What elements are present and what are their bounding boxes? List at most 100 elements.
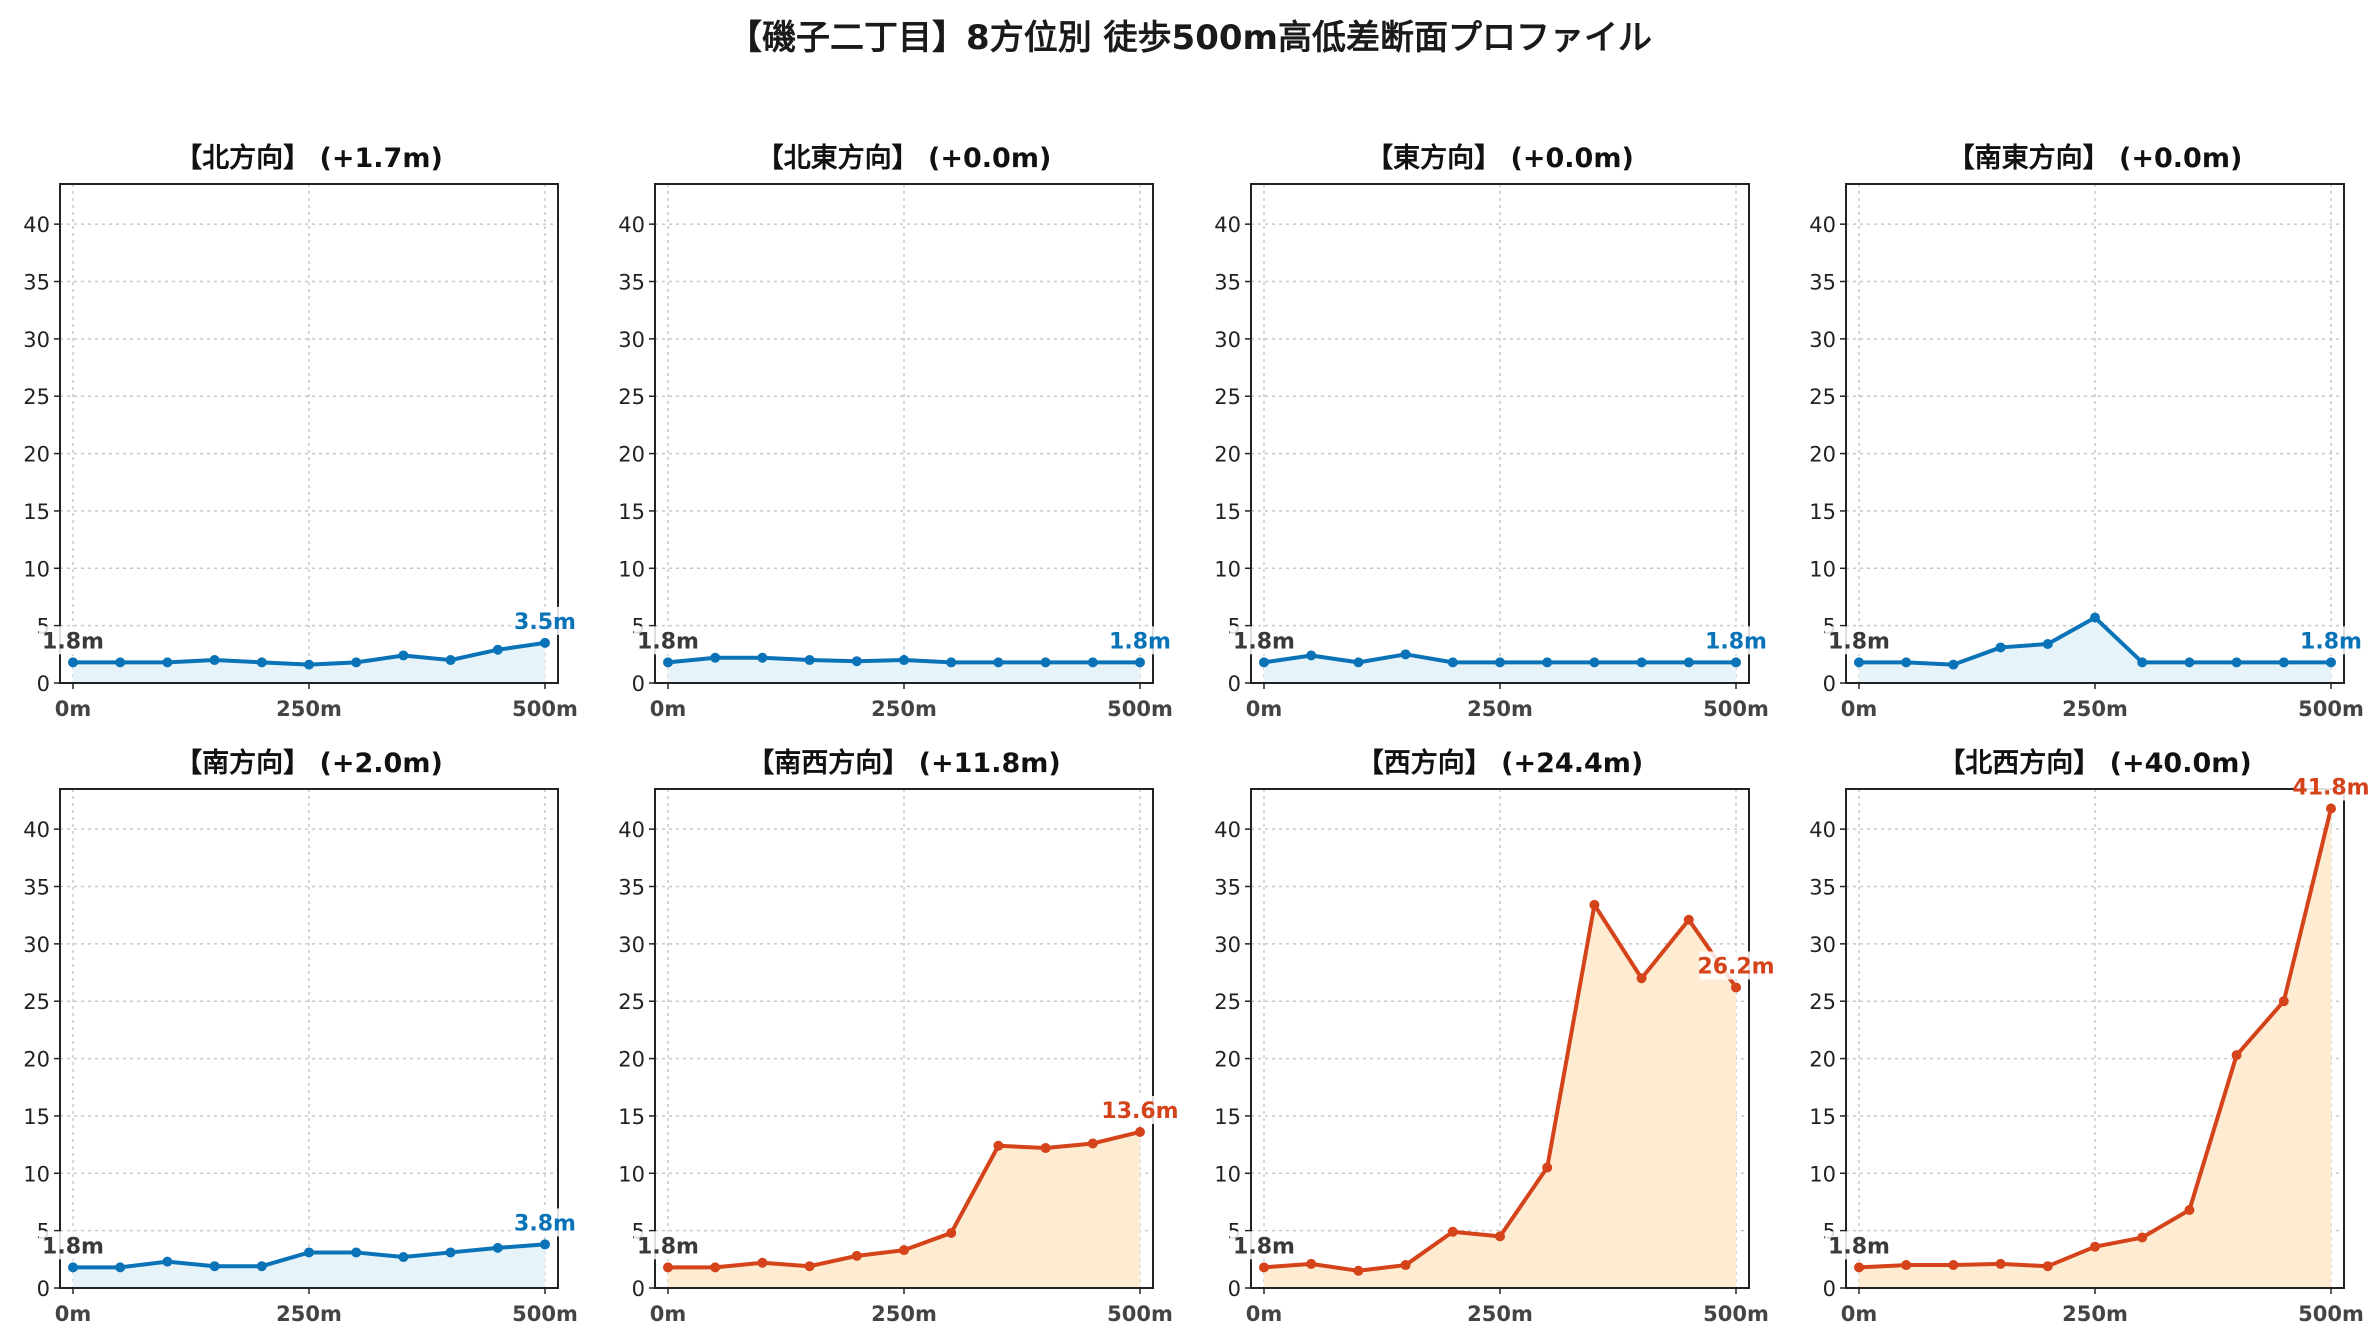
- y-tick-label: 0: [37, 1277, 50, 1301]
- subplot-title: 【南方向】 (+2.0m): [175, 747, 443, 779]
- data-point: [540, 637, 550, 648]
- x-tick-label: 250m: [2062, 1302, 2128, 1326]
- data-point: [1040, 657, 1051, 668]
- y-tick-label: 0: [1823, 672, 1836, 696]
- y-tick-label: 0: [37, 672, 50, 696]
- x-tick-label: 0m: [650, 1302, 687, 1326]
- y-tick-label: 15: [618, 1105, 645, 1129]
- y-tick-label: 15: [23, 1105, 50, 1129]
- end-label-bg: [1699, 951, 1773, 980]
- x-tick-label: 500m: [1107, 697, 1173, 721]
- data-point: [663, 657, 673, 668]
- y-tick-label: 20: [618, 443, 645, 467]
- axes-frame: [1845, 183, 2345, 684]
- data-point: [804, 1261, 815, 1272]
- data-point: [68, 657, 78, 668]
- data-point: [757, 652, 768, 663]
- data-point: [1306, 1258, 1317, 1269]
- data-point: [2184, 657, 2195, 668]
- start-label: 1.8m: [42, 629, 104, 654]
- start-label-bg: [1825, 1231, 1893, 1260]
- y-tick-label: 10: [1809, 1162, 1836, 1186]
- end-label-bg: [1706, 626, 1766, 655]
- y-tick-label: 10: [1214, 1162, 1241, 1186]
- y-tick-label: 35: [618, 271, 645, 295]
- data-point: [2231, 657, 2242, 668]
- x-tick-label: 0m: [55, 1302, 92, 1326]
- data-point: [1948, 1260, 1959, 1271]
- data-point: [2231, 1050, 2242, 1061]
- data-point: [1495, 657, 1505, 668]
- y-tick-label: 40: [618, 213, 645, 237]
- subplot-1: 【北方向】 (+1.7m)05101520253035400m250m500m1…: [23, 142, 578, 721]
- start-label: 1.8m: [1828, 1234, 1890, 1259]
- data-point: [1683, 657, 1694, 668]
- end-label: 13.6m: [1101, 1099, 1178, 1124]
- y-tick-label: 15: [1809, 1105, 1836, 1129]
- subplot-3: 【東方向】 (+0.0m)05101520253035400m250m500m1…: [1214, 142, 1769, 721]
- y-tick-label: 30: [1809, 328, 1836, 352]
- subplot-title: 【南東方向】 (+0.0m): [1948, 142, 2243, 174]
- data-point: [351, 1247, 362, 1258]
- end-label-bg: [2294, 772, 2368, 801]
- data-point: [1589, 657, 1600, 668]
- y-tick-label: 40: [1809, 818, 1836, 842]
- subplot-2: 【北東方向】 (+0.0m)05101520253035400m250m500m…: [618, 142, 1173, 721]
- data-point: [663, 1262, 673, 1273]
- y-tick-label: 25: [23, 385, 50, 409]
- data-point: [1636, 973, 1647, 984]
- axes-frame: [59, 788, 559, 1289]
- data-point: [851, 656, 862, 667]
- data-point: [1135, 657, 1145, 668]
- data-point: [2137, 657, 2148, 668]
- end-label: 3.5m: [514, 610, 576, 635]
- y-tick-label: 25: [1214, 990, 1241, 1014]
- end-label-bg: [1103, 1095, 1177, 1124]
- y-tick-label: 15: [1214, 1105, 1241, 1129]
- end-label: 41.8m: [2292, 776, 2369, 801]
- y-tick-label: 40: [618, 818, 645, 842]
- data-point: [1400, 1260, 1411, 1271]
- y-tick-label: 40: [1214, 213, 1241, 237]
- subplot-6: 【南西方向】 (+11.8m)05101520253035400m250m500…: [618, 747, 1178, 1326]
- y-tick-label: 35: [23, 876, 50, 900]
- y-tick-label: 20: [23, 1048, 50, 1072]
- y-tick-label: 30: [23, 933, 50, 957]
- data-point: [1542, 657, 1553, 668]
- x-tick-label: 0m: [55, 697, 92, 721]
- y-tick-label: 35: [1214, 876, 1241, 900]
- data-point: [1901, 657, 1912, 668]
- y-tick-label: 10: [1214, 557, 1241, 581]
- x-tick-label: 250m: [1467, 697, 1533, 721]
- y-tick-label: 0: [632, 1277, 645, 1301]
- data-point: [68, 1262, 78, 1273]
- y-tick-label: 30: [1809, 933, 1836, 957]
- subplot-title: 【北西方向】 (+40.0m): [1938, 747, 2251, 779]
- y-tick-label: 35: [618, 876, 645, 900]
- data-point: [2042, 1261, 2053, 1272]
- y-tick-label: 20: [1214, 1048, 1241, 1072]
- data-point: [1995, 1258, 2006, 1269]
- x-tick-label: 250m: [871, 697, 937, 721]
- start-label: 1.8m: [1233, 1234, 1295, 1259]
- figure-title: 【磯子二丁目】8方位別 徒歩500m高低差断面プロファイル: [728, 18, 1652, 58]
- data-point: [398, 650, 409, 661]
- data-point: [1040, 1143, 1051, 1154]
- data-point: [1353, 657, 1364, 668]
- x-tick-label: 500m: [2298, 1302, 2364, 1326]
- area-fill: [1264, 654, 1736, 683]
- data-point: [2090, 612, 2100, 623]
- x-tick-label: 500m: [2298, 697, 2364, 721]
- data-point: [1259, 1262, 1269, 1273]
- data-point: [1854, 657, 1864, 668]
- start-label: 1.8m: [42, 1234, 104, 1259]
- start-label-bg: [39, 626, 107, 655]
- data-point: [1306, 650, 1317, 661]
- x-tick-label: 500m: [1107, 1302, 1173, 1326]
- y-tick-label: 0: [1228, 672, 1241, 696]
- data-point: [1948, 659, 1959, 670]
- subplot-title: 【北方向】 (+1.7m): [175, 142, 443, 174]
- data-point: [2042, 638, 2053, 649]
- data-point: [1731, 982, 1741, 993]
- area-fill: [1859, 808, 2331, 1288]
